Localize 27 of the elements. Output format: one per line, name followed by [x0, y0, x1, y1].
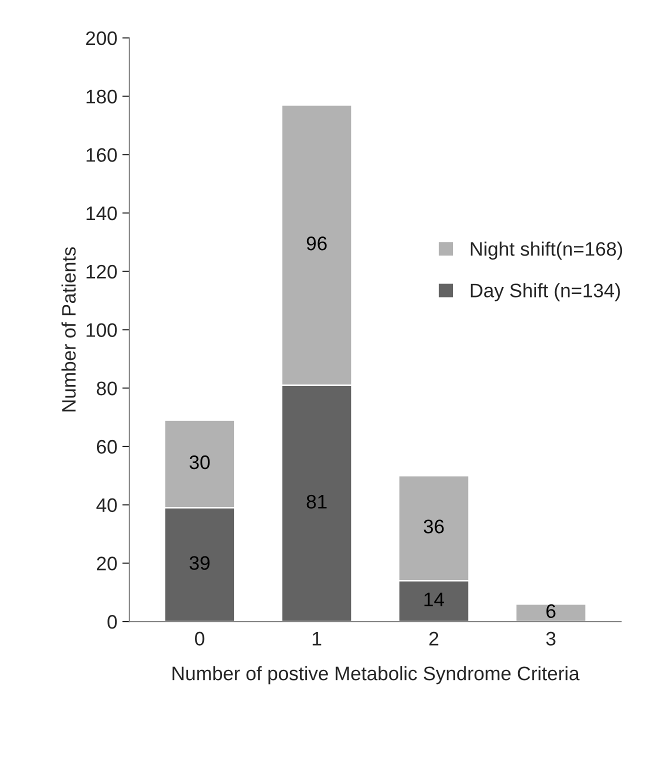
y-tick-label: 80	[96, 382, 117, 396]
y-tick-label: 60	[96, 440, 117, 454]
data-label: 14	[424, 592, 444, 606]
data-label: 30	[190, 455, 210, 470]
data-label: 36	[424, 520, 444, 534]
legend-label: Night shift(n=168)	[470, 242, 622, 260]
y-tick-label: 20	[96, 556, 117, 570]
x-tick-label: 3	[546, 632, 556, 646]
y-tick-label: 160	[86, 148, 117, 162]
data-label: 6	[546, 604, 556, 618]
y-tick-label: 200	[86, 31, 117, 46]
legend-label: Day Shift (n=134)	[470, 283, 620, 302]
x-tick-label: 1	[312, 632, 322, 646]
x-tick-label: 0	[195, 632, 204, 646]
data-label: 81	[306, 494, 327, 509]
y-tick-label: 40	[96, 498, 117, 512]
x-tick-label: 2	[429, 632, 438, 646]
y-tick-label: 180	[86, 90, 117, 104]
y-tick-label: 140	[86, 206, 117, 220]
y-tick-label: 100	[86, 323, 117, 337]
data-label: 96	[306, 236, 327, 250]
y-axis-title: Number of Patients	[61, 247, 76, 412]
y-tick-label: 0	[108, 615, 117, 629]
x-axis-title: Number of postive Metabolic Syndrome Criteria	[172, 666, 580, 684]
data-label: 39	[190, 556, 210, 570]
y-tick-label: 120	[86, 264, 117, 279]
bar	[515, 603, 587, 622]
